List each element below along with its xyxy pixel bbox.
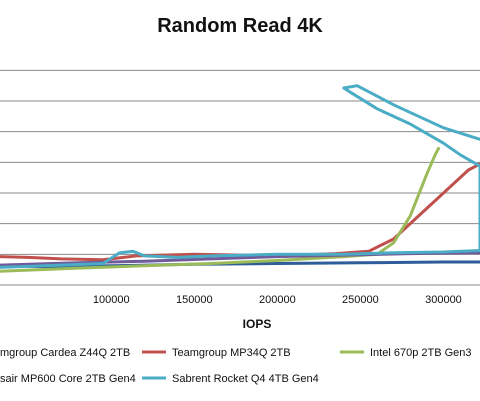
chart-title: Random Read 4K [157, 15, 323, 37]
x-tick-label-1: 150000 [176, 294, 213, 306]
x-tick-label-3: 250000 [342, 294, 379, 306]
x-tick-label-0: 100000 [93, 294, 130, 306]
legend-label-3: sair MP600 Core 2TB Gen4 [0, 373, 136, 385]
x-axis-label: IOPS [243, 317, 272, 331]
x-tick-label-2: 200000 [259, 294, 296, 306]
legend: mgroup Cardea Z44Q 2TB Teamgroup MP34Q 2T… [0, 347, 472, 385]
legend-label-1: Teamgroup MP34Q 2TB [172, 347, 291, 359]
series-line-4 [0, 84, 480, 269]
legend-label-4: Sabrent Rocket Q4 4TB Gen4 [172, 373, 319, 385]
plot-area: 100000 150000 200000 250000 300000 [0, 69, 480, 306]
legend-label-2: Intel 670p 2TB Gen3 [370, 347, 472, 359]
legend-label-0: mgroup Cardea Z44Q 2TB [0, 347, 130, 359]
x-tick-label-4: 300000 [425, 294, 462, 306]
